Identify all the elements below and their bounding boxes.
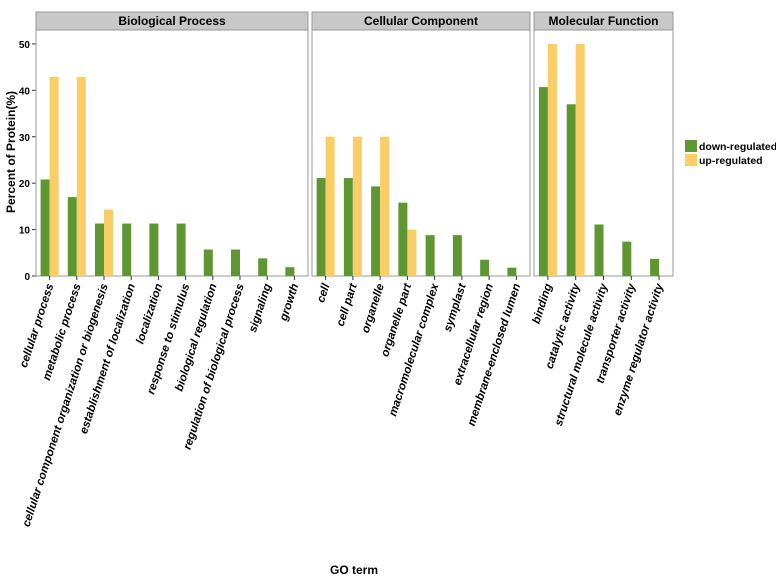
bar-down-transporter-activity <box>622 241 632 276</box>
bar-down-response-to-stimulus <box>176 223 186 276</box>
bar-down-cellular-process <box>40 179 50 276</box>
bar-up-metabolic-process <box>76 76 86 276</box>
legend-label-up-regulated: up-regulated <box>699 155 763 167</box>
bar-down-organelle <box>371 186 381 276</box>
bar-up-catalytic-activity <box>575 43 585 276</box>
bar-down-establishment-of-localization <box>122 223 132 276</box>
bar-up-cellular-component-organization-or-biogenesis <box>104 209 113 276</box>
x-tick-label-cell: cell <box>315 281 333 304</box>
x-axis-label: GO term <box>330 563 378 576</box>
x-tick-label-organelle: organelle <box>360 282 387 335</box>
bar-down-extracellular-region <box>480 259 490 276</box>
y-axis-label: Percent of Protein(%) <box>4 91 18 213</box>
bar-up-organelle <box>380 136 390 276</box>
bar-down-cellular-component-organization-or-biogenesis <box>95 223 104 276</box>
bar-down-membrane-enclosed-lumen <box>507 267 517 276</box>
bar-down-localization <box>149 223 159 276</box>
y-tick-label-50: 50 <box>19 40 31 51</box>
x-tick-label-binding: binding <box>531 282 555 325</box>
bar-down-regulation-of-biological-process <box>231 249 240 276</box>
legend-swatch-down-regulated <box>685 140 697 152</box>
bar-up-cell-part <box>352 136 362 276</box>
bar-down-organelle-part <box>398 202 408 276</box>
bar-down-structural-molecule-activity <box>594 224 604 276</box>
legend-label-down-regulated: down-regulated <box>699 141 776 153</box>
x-tick-label-cell-part: cell part <box>335 281 360 328</box>
x-tick-label-structural-molecule-activity: structural molecule activity <box>553 282 611 428</box>
bar-down-binding <box>538 87 548 276</box>
bar-down-cell-part <box>343 178 353 276</box>
x-tick-label-localization: localization <box>134 282 165 345</box>
bar-up-organelle-part <box>407 229 417 276</box>
y-tick-label-10: 10 <box>19 226 31 237</box>
bar-down-metabolic-process <box>67 197 77 276</box>
x-tick-label-symplast: symplast <box>442 281 469 333</box>
facet-title-cellular-component: Cellular Component <box>364 14 478 28</box>
legend-swatch-up-regulated <box>685 154 697 166</box>
facet-title-biological-process: Biological Process <box>118 14 226 28</box>
bar-down-biological-regulation <box>203 249 213 276</box>
bar-up-cellular-process <box>49 76 59 276</box>
bar-down-symplast <box>452 235 462 276</box>
x-tick-label-signaling: signaling <box>247 282 274 334</box>
bar-down-growth <box>285 267 295 276</box>
x-tick-label-growth: growth <box>278 282 302 323</box>
bar-down-cell <box>316 178 326 276</box>
bar-down-catalytic-activity <box>566 104 576 276</box>
x-tick-label-membrane-enclosed-lumen: membrane-enclosed lumen <box>466 282 523 427</box>
y-tick-label-20: 20 <box>19 179 31 190</box>
y-tick-label-40: 40 <box>19 86 31 97</box>
bar-down-macromolecular-complex <box>425 235 435 276</box>
facet-title-molecular-function: Molecular Function <box>548 14 658 28</box>
y-tick-label-30: 30 <box>19 133 31 144</box>
bar-down-signaling <box>258 258 268 276</box>
y-tick-label-0: 0 <box>24 272 30 283</box>
bar-down-enzyme-regulator-activity <box>650 258 660 276</box>
bar-up-binding <box>547 43 557 276</box>
bar-up-cell <box>325 136 335 276</box>
